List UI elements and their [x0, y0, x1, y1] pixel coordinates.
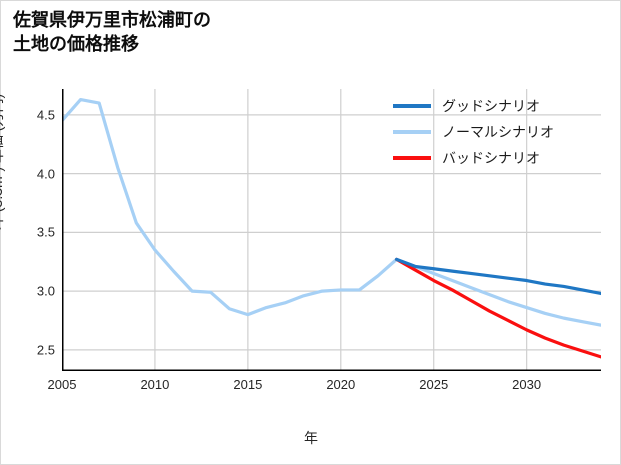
y-tick-label: 3.0	[36, 283, 55, 299]
legend-item[interactable]: バッドシナリオ	[393, 145, 608, 171]
y-tick-label: 2.5	[36, 342, 55, 358]
legend-label: グッドシナリオ	[442, 98, 540, 114]
y-tick-label: 3.5	[36, 224, 55, 240]
x-tick-label: 2005	[47, 377, 77, 392]
series-line	[394, 257, 601, 296]
x-tick-label: 2010	[140, 377, 170, 392]
series-line	[394, 257, 601, 359]
x-tick-label: 2015	[233, 377, 263, 392]
legend-label: ノーマルシナリオ	[442, 124, 554, 140]
page-title: 佐賀県伊万里市松浦町の 土地の価格推移	[13, 10, 211, 54]
y-tick-label: 4.0	[36, 166, 55, 182]
x-tick-label: 2030	[512, 377, 542, 392]
axis-spines	[62, 89, 601, 371]
y-axis-label: 坪 (3.3m²) 単価 (万円)	[0, 93, 5, 230]
series-line	[62, 97, 601, 327]
legend-item[interactable]: ノーマルシナリオ	[393, 119, 608, 145]
y-tick-label: 4.5	[36, 107, 55, 123]
x-tick-label: 2025	[419, 377, 449, 392]
chart-legend: グッドシナリオ ノーマルシナリオ バッドシナリオ	[393, 93, 608, 171]
series-lines	[62, 97, 601, 359]
x-tick-label: 2020	[326, 377, 356, 392]
plot-area	[62, 89, 601, 371]
legend-color-swatch	[393, 130, 431, 134]
legend-color-swatch	[393, 104, 431, 108]
legend-label: バッドシナリオ	[442, 150, 540, 166]
legend-item[interactable]: グッドシナリオ	[393, 93, 608, 119]
chart-canvas	[62, 89, 601, 371]
gridlines	[62, 89, 601, 371]
legend-color-swatch	[393, 156, 431, 160]
x-axis-label: 年	[304, 430, 318, 446]
